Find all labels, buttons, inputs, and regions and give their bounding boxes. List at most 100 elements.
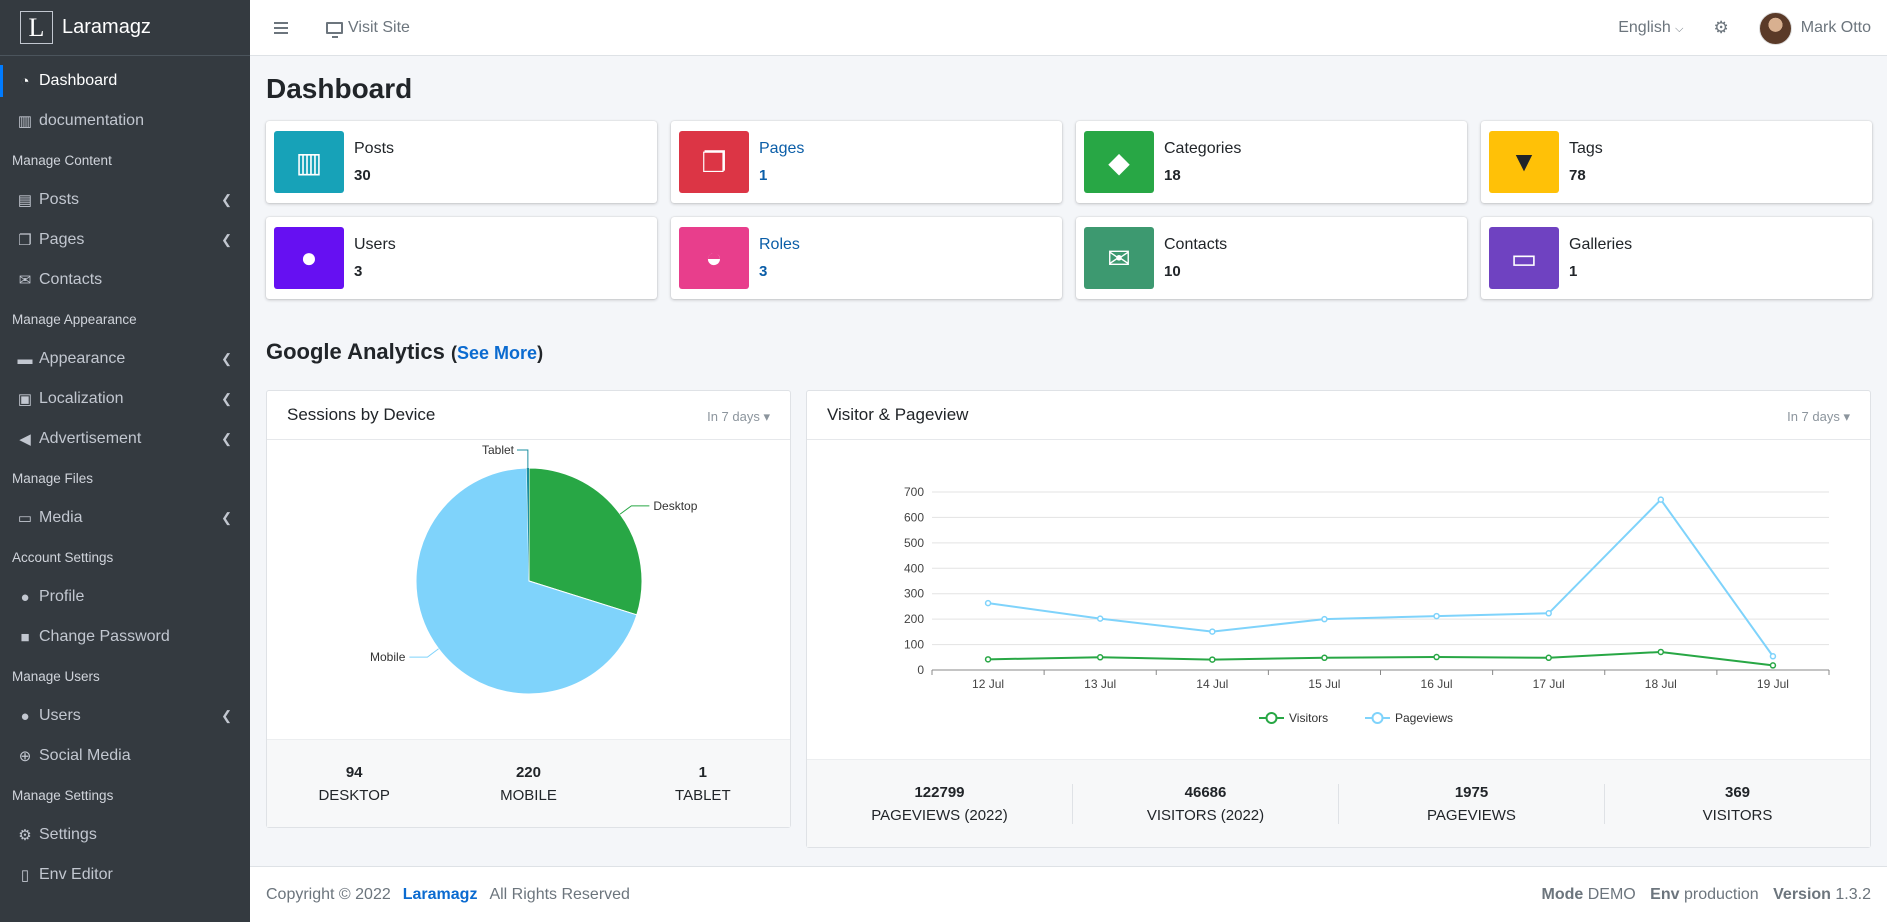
stat-label: Mobile [500, 786, 557, 804]
sessions-stats: 94 Desktop 220 Mobile 1 Tablet [267, 739, 790, 827]
info-box-pages[interactable]: ❐ Pages 1 [671, 121, 1062, 203]
user-name[interactable]: Mark Otto [1800, 19, 1871, 36]
info-box-value: 10 [1164, 263, 1181, 280]
sidebar-item-pages[interactable]: ❐ Pages ❮ [0, 220, 250, 260]
pie-slice-desktop[interactable] [528, 467, 643, 616]
stat-item: 122799 Pageviews (2022) [807, 783, 1073, 824]
x-tick-label: 15 Jul [1308, 677, 1340, 691]
stat-item: 94 Desktop [267, 764, 441, 804]
legend-item-pageviews[interactable]: Pageviews [1365, 711, 1453, 725]
sidebar-item-documentation[interactable]: ▥ documentation [0, 101, 250, 141]
legend-item-visitors[interactable]: Visitors [1259, 711, 1328, 725]
info-box-tags[interactable]: ▼ Tags 78 [1481, 121, 1872, 203]
sidebar-header: Manage Content [12, 153, 112, 168]
info-box-text: Pages 1 [759, 140, 804, 184]
info-box-users[interactable]: ● Users 3 [266, 217, 657, 299]
pie-slice-tablet[interactable] [526, 468, 529, 581]
copy-icon: ❐ [18, 232, 32, 249]
thumbtack-icon: ▼ [1489, 131, 1559, 193]
data-point[interactable] [1433, 612, 1440, 620]
x-tick-label: 18 Jul [1645, 677, 1677, 691]
analytics-title-text: Google Analytics [266, 339, 445, 364]
sidebar-header: Manage Users [12, 669, 100, 684]
see-more-link[interactable]: See More [457, 343, 538, 363]
data-point[interactable] [1657, 496, 1665, 503]
sidebar-item-profile[interactable]: ● Profile [0, 577, 250, 617]
visit-site-link[interactable]: Visit Site [326, 19, 410, 38]
legend-marker [1371, 712, 1384, 724]
sidebar-item-social-media[interactable]: ⊕ Social Media [0, 736, 250, 776]
info-box-galleries[interactable]: ▭ Galleries 1 [1481, 217, 1872, 299]
legend-label: Pageviews [1395, 711, 1453, 725]
data-point[interactable] [1545, 610, 1552, 617]
info-box-contacts[interactable]: ✉ Contacts 10 [1076, 217, 1467, 299]
data-point[interactable] [1769, 653, 1777, 660]
footer: Copyright © 2022 Laramagz All Rights Res… [250, 866, 1887, 922]
data-point[interactable] [1545, 654, 1552, 662]
info-box-categories[interactable]: ◆ Categories 18 [1076, 121, 1467, 203]
sidebar-item-users[interactable]: ● Users ❮ [0, 696, 250, 736]
theme-toggle-icon[interactable]: ⚙ [1713, 18, 1729, 37]
info-box-label: Contacts [1164, 236, 1228, 253]
data-point[interactable] [1209, 628, 1216, 635]
brand-link[interactable]: L Laramagz [0, 0, 250, 56]
info-box-value: 18 [1164, 167, 1181, 184]
info-box-roles[interactable]: ◒ Roles 3 [671, 217, 1062, 299]
sidebar-item-dashboard[interactable]: ◔ Dashboard [0, 61, 250, 101]
data-point[interactable] [1321, 615, 1328, 623]
sidebar-item-label: Media [39, 509, 83, 526]
menu-toggle-icon[interactable] [274, 21, 288, 34]
info-box-posts[interactable]: ▥ Posts 30 [266, 121, 657, 203]
footer-brand-link[interactable]: Laramagz [402, 885, 478, 903]
stat-item: 1 Tablet [616, 764, 790, 804]
stat-item: 369 Visitors [1605, 784, 1870, 824]
info-box-label: Categories [1164, 140, 1242, 157]
sidebar-header: Manage Settings [12, 788, 114, 803]
info-box-value: 1 [1569, 263, 1578, 280]
language-dropdown[interactable]: English ⌵ [1618, 19, 1683, 37]
users-icon: ● [20, 707, 30, 725]
sidebar-item-env-editor[interactable]: ▯ Env Editor [0, 855, 250, 895]
stat-label: Visitors [1702, 806, 1773, 824]
data-point[interactable] [1321, 654, 1328, 662]
visitor-range-dropdown[interactable]: In 7 days ▾ [1787, 409, 1850, 424]
mode-label: Mode [1541, 886, 1584, 903]
data-point[interactable] [1096, 615, 1104, 622]
sidebar-item-media[interactable]: ▭ Media ❮ [0, 498, 250, 538]
sidebar-item-settings[interactable]: ⚙ Settings [0, 815, 250, 855]
avatar[interactable] [1758, 11, 1792, 45]
data-point[interactable] [1096, 654, 1104, 661]
sidebar-item-label: documentation [39, 112, 144, 129]
data-point[interactable] [1769, 662, 1777, 669]
pie-label-line [517, 449, 529, 469]
sessions-range-dropdown[interactable]: In 7 days ▾ [707, 409, 770, 424]
data-point[interactable] [1657, 648, 1665, 656]
x-tick-label: 16 Jul [1421, 677, 1453, 691]
info-box-text: Tags 78 [1569, 140, 1603, 184]
sidebar-item-contacts[interactable]: ✉ Contacts [0, 260, 250, 300]
pie-label: Desktop [653, 499, 697, 513]
info-box-value: 3 [354, 263, 363, 280]
data-point[interactable] [1209, 656, 1216, 663]
version-label: Version [1773, 886, 1831, 903]
stat-value: 46686 [1184, 783, 1227, 801]
pie-label-line [619, 505, 650, 515]
data-point[interactable] [1433, 653, 1440, 661]
visitor-range-label: In 7 days [1787, 409, 1840, 424]
sidebar-item-advertisement[interactable]: ◀ Advertisement ❮ [0, 419, 250, 459]
info-box-label: Posts [354, 140, 395, 157]
user-icon: ● [20, 588, 30, 606]
sidebar-item-change-password[interactable]: ■ Change Password [0, 617, 250, 657]
sidebar-item-posts[interactable]: ▤ Posts ❮ [0, 180, 250, 220]
x-tick-label: 19 Jul [1757, 677, 1789, 691]
data-point[interactable] [984, 599, 992, 607]
sidebar-item-appearance[interactable]: ▬ Appearance ❮ [0, 339, 250, 379]
sidebar-item-label: Env Editor [39, 866, 113, 883]
data-point[interactable] [984, 656, 992, 663]
main-content: Dashboard ▥ Posts 30 ❐ Pages 1 ◆ Categories 18 ▼ T… [250, 56, 1887, 866]
tags-icon: ◆ [1084, 131, 1154, 193]
sidebar-item-localization[interactable]: ▣ Localization ❮ [0, 379, 250, 419]
pie-label-line [409, 648, 439, 658]
sessions-card-title: Sessions by Device [287, 405, 436, 424]
stat-value: 94 [345, 763, 363, 781]
